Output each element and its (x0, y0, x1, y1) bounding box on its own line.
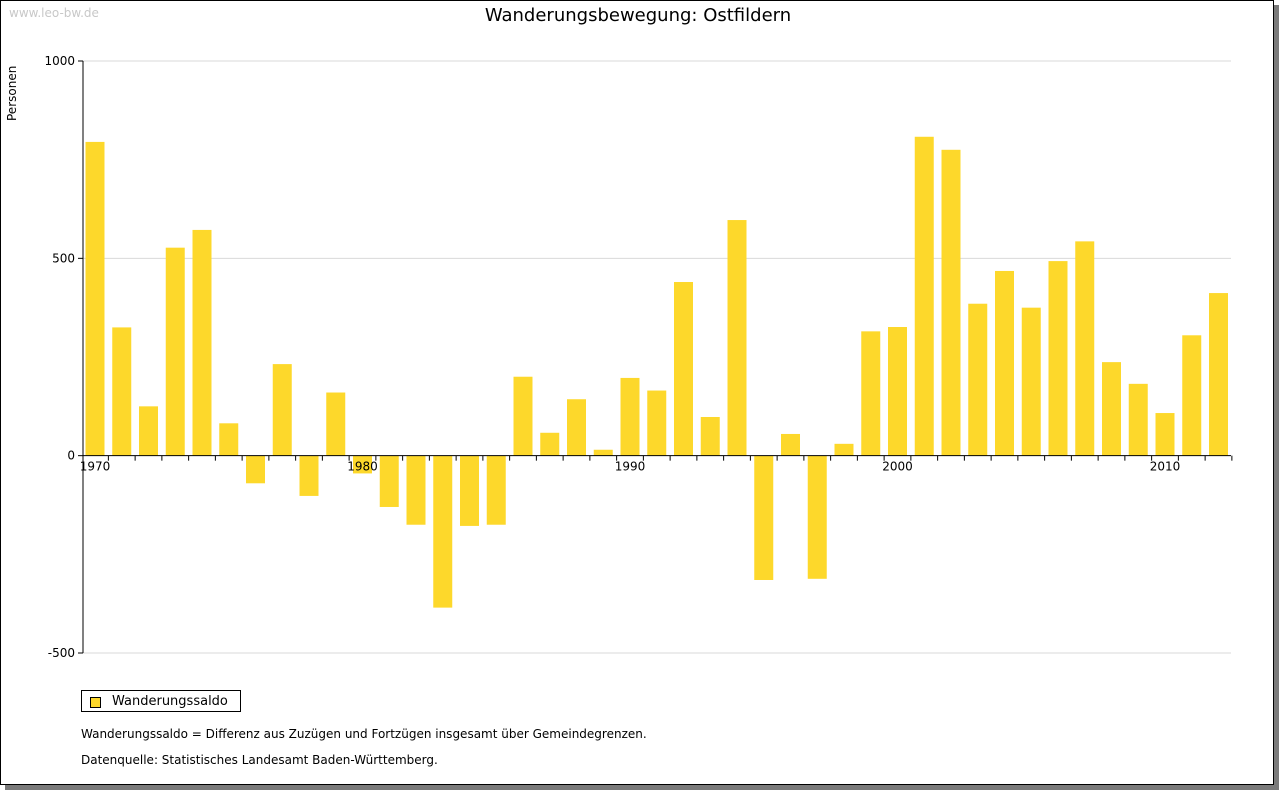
bar-1979 (326, 392, 346, 456)
bar-1989 (593, 449, 613, 456)
bar-2003 (968, 303, 988, 456)
bar-1972 (139, 406, 158, 456)
bar-2004 (995, 270, 1014, 456)
bar-1992 (674, 282, 693, 456)
bar-2012 (1209, 293, 1228, 456)
x-tick-label-1980: 1980 (347, 460, 378, 474)
bar-1980 (353, 455, 372, 474)
bar-1984 (460, 455, 479, 526)
x-tick-label-1990: 1990 (615, 460, 646, 474)
bar-1995 (754, 455, 774, 580)
bar-1994 (727, 220, 747, 456)
bar-1971 (112, 327, 132, 456)
bar-1973 (165, 247, 185, 456)
bars (85, 136, 1228, 608)
bar-1998 (834, 443, 854, 456)
bar-2005 (1021, 307, 1041, 456)
x-tick-label-1970: 1970 (80, 460, 111, 474)
bar-1987 (540, 432, 560, 456)
plot-area: -500 0 500 1000 1970 1980 1990 2000 2010 (44, 54, 1233, 660)
bar-1985 (486, 455, 506, 525)
y-tick-label-0: 0 (67, 449, 75, 463)
bar-2008 (1102, 362, 1121, 456)
bar-1993 (700, 416, 720, 456)
bar-1981 (379, 455, 399, 507)
bar-1982 (406, 455, 426, 525)
grid-lines (83, 60, 1231, 654)
bar-1997 (807, 455, 827, 579)
legend: Wanderungssaldo (81, 690, 241, 712)
definition-note: Wanderungssaldo = Differenz aus Zuzügen … (81, 727, 647, 741)
y-tick-label--500: -500 (48, 646, 75, 660)
bar-1996 (781, 433, 800, 456)
bar-2010 (1155, 413, 1175, 456)
bar-1978 (299, 455, 319, 496)
bar-1983 (433, 455, 453, 608)
watermark: www.leo-bw.de (9, 6, 99, 20)
bar-2007 (1075, 241, 1095, 456)
source-note: Datenquelle: Statistisches Landesamt Bad… (81, 753, 438, 767)
bar-1991 (647, 390, 667, 456)
chart-title: Wanderungsbewegung: Ostfildern (484, 5, 792, 26)
bar-2006 (1048, 261, 1068, 456)
bar-1986 (513, 376, 533, 456)
axes (78, 60, 1233, 654)
bar-2002 (941, 149, 961, 456)
x-tick-label-2010: 2010 (1150, 460, 1181, 474)
legend-label: Wanderungssaldo (112, 694, 228, 709)
bar-1977 (272, 364, 292, 456)
y-tick-label-1000: 1000 (44, 54, 75, 68)
bar-2009 (1128, 383, 1148, 456)
legend-swatch (90, 697, 101, 708)
bar-1976 (246, 455, 265, 484)
bar-1975 (219, 423, 239, 456)
bar-1999 (861, 331, 881, 456)
bar-2000 (888, 327, 907, 456)
bar-2011 (1182, 335, 1202, 456)
bar-1974 (192, 229, 212, 456)
x-tick-labels: 1970 1980 1990 2000 2010 (80, 460, 1181, 474)
y-tick-label-500: 500 (52, 251, 75, 265)
y-tick-labels: -500 0 500 1000 (44, 54, 75, 660)
bar-1990 (620, 377, 640, 456)
bar-1970 (85, 141, 105, 456)
bar-1988 (567, 399, 586, 456)
bar-2001 (914, 136, 934, 456)
x-tick-label-2000: 2000 (882, 460, 913, 474)
